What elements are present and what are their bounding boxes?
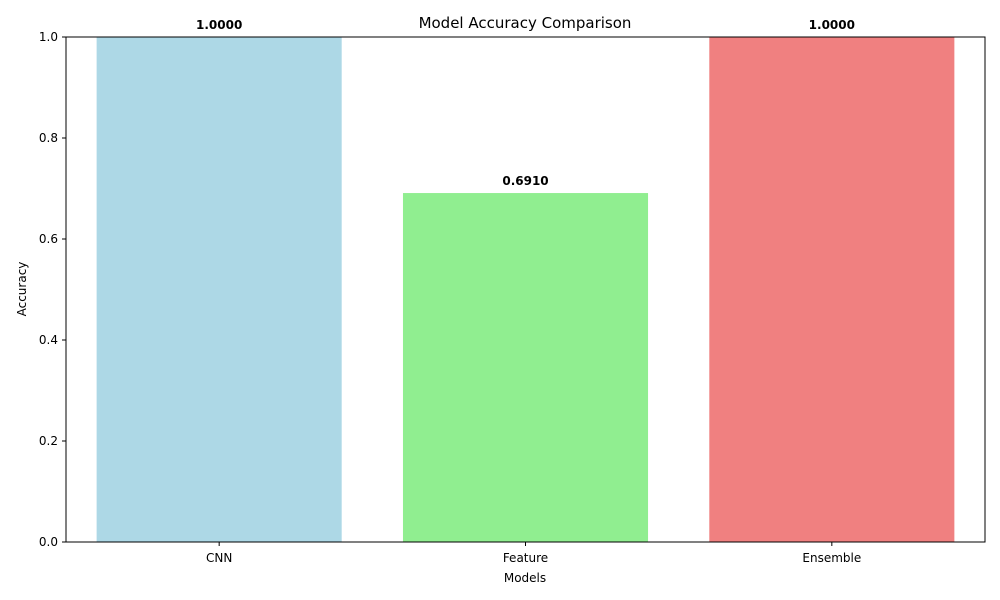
x-axis-label: Models bbox=[504, 571, 546, 585]
bar-ensemble bbox=[709, 37, 955, 542]
bar-feature bbox=[402, 193, 649, 543]
y-tick-label: 0.6 bbox=[39, 232, 58, 246]
plot-frame bbox=[65, 36, 986, 543]
x-tick-label: Ensemble bbox=[802, 551, 861, 565]
chart-title: Model Accuracy Comparison bbox=[419, 14, 632, 32]
bar-value-label: 1.0000 bbox=[196, 18, 242, 32]
y-axis-label: Accuracy bbox=[15, 262, 29, 317]
y-tick-label: 0.8 bbox=[39, 131, 58, 145]
bar-cnn bbox=[96, 37, 342, 542]
y-tick-label: 1.0 bbox=[39, 30, 58, 44]
x-tick-label: CNN bbox=[206, 551, 232, 565]
bar-value-label: 1.0000 bbox=[809, 18, 855, 32]
bar-value-label: 0.6910 bbox=[502, 174, 548, 188]
plot-area: 1.0000 CNN 0.6910 Feature 1.0000 Ensemble 0.0 0… bbox=[39, 18, 986, 565]
y-tick-label: 0.0 bbox=[39, 535, 58, 549]
x-tick-label: Feature bbox=[503, 551, 548, 565]
y-tick-label: 0.2 bbox=[39, 434, 58, 448]
y-tick-label: 0.4 bbox=[39, 333, 58, 347]
